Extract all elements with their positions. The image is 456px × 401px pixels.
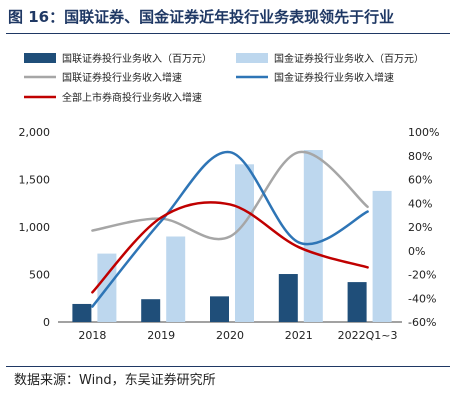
- legend-swatch-1: [236, 53, 268, 63]
- y-left-tick-label: 1,500: [19, 174, 51, 187]
- y-right-tick-label: 20%: [408, 221, 432, 234]
- legend-swatch-0: [24, 53, 56, 63]
- y-right-tick-label: 80%: [408, 150, 432, 163]
- y-left-tick-label: 1,000: [19, 221, 51, 234]
- title-rule: [6, 33, 450, 34]
- source-note: 数据来源：Wind，东吴证券研究所: [14, 373, 216, 388]
- legend-label-4: 全部上市券商投行业务收入增速: [62, 91, 202, 104]
- legend-label-0: 国联证券投行业务收入（百万元）: [62, 52, 212, 65]
- y-right-tick-label: 0%: [408, 245, 425, 258]
- x-tick-label: 2019: [147, 329, 175, 342]
- y-left-tick-label: 500: [29, 269, 50, 282]
- legend: 国联证券投行业务收入（百万元） 国金证券投行业务收入（百万元） 国联证券投行业务收入…: [24, 52, 424, 104]
- x-tick-label: 2018: [78, 329, 106, 342]
- x-tick-label: 2021: [285, 329, 313, 342]
- guolian-growth-line: [91, 150, 369, 241]
- guolian-bar: [278, 274, 298, 322]
- guolian-bar: [347, 282, 367, 322]
- y-left-tick-label: 2,000: [19, 126, 51, 139]
- y-right-tick-label: 100%: [408, 126, 439, 139]
- legend-label-1: 国金证券投行业务收入（百万元）: [274, 52, 424, 65]
- figure-title: 图 16：国联证券、国金证券近年投行业务表现领先于行业: [8, 8, 395, 26]
- y-left-tick-label: 0: [43, 316, 50, 329]
- guojin-bar: [166, 236, 186, 322]
- source-rule: [6, 366, 450, 367]
- chart-lines: [91, 150, 369, 308]
- y-right-tick-label: -40%: [408, 292, 436, 305]
- guojin-bar: [372, 190, 392, 322]
- legend-label-3: 国金证券投行业务收入增速: [274, 71, 394, 84]
- legend-label-2: 国联证券投行业务收入增速: [62, 71, 182, 84]
- y-right-tick-label: -20%: [408, 269, 436, 282]
- guolian-bar: [210, 296, 229, 322]
- guojin-bar: [235, 164, 254, 322]
- guolian-bar: [141, 299, 161, 322]
- industry-growth-line: [91, 201, 369, 294]
- chart: 国联证券投行业务收入（百万元） 国金证券投行业务收入（百万元） 国联证券投行业务收入…: [19, 52, 440, 342]
- guojin-bar: [303, 150, 323, 322]
- guojin-growth-line: [91, 150, 369, 308]
- y-right-tick-label: 40%: [408, 197, 432, 210]
- x-tick-label: 2020: [216, 329, 244, 342]
- x-tick-label: 2022Q1~3: [338, 329, 398, 342]
- guolian-bar: [72, 303, 92, 322]
- y-right-tick-label: -60%: [408, 316, 436, 329]
- y-right-tick-label: 60%: [408, 174, 432, 187]
